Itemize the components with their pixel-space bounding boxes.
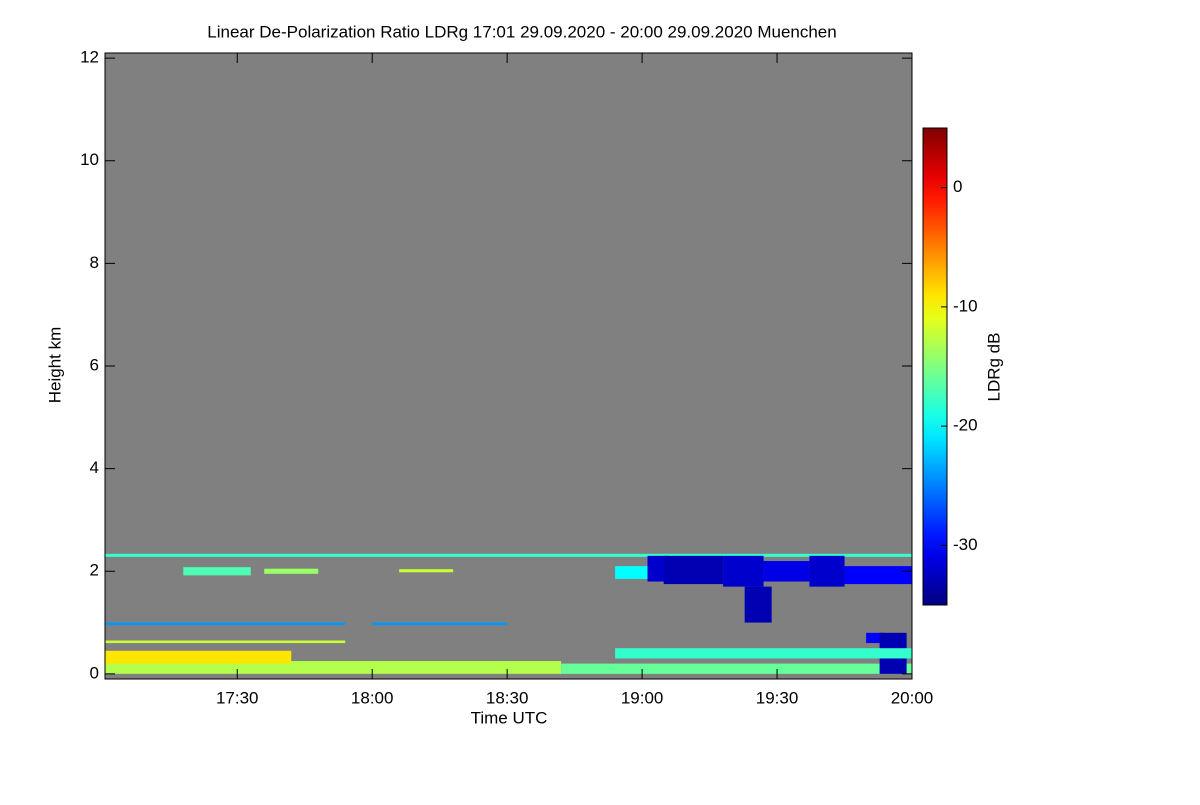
heat-cell bbox=[866, 632, 886, 644]
heat-cell bbox=[105, 553, 912, 557]
colorbar-tick-label: 0 bbox=[953, 177, 962, 196]
x-tick-label: 20:00 bbox=[891, 688, 934, 707]
y-tick-label: 12 bbox=[80, 48, 99, 67]
heat-cell bbox=[561, 663, 912, 674]
chart-title: Linear De-Polarization Ratio LDRg 17:01 … bbox=[207, 22, 836, 41]
heat-cell bbox=[105, 661, 562, 674]
heat-cell bbox=[105, 622, 346, 626]
x-tick-label: 18:30 bbox=[486, 688, 529, 707]
heat-cell bbox=[372, 622, 508, 626]
heat-cell bbox=[744, 586, 772, 623]
heat-cell bbox=[105, 640, 346, 644]
y-tick-label: 4 bbox=[90, 458, 99, 477]
x-tick-label: 18:00 bbox=[351, 688, 394, 707]
heat-cell bbox=[809, 555, 845, 587]
y-tick-label: 8 bbox=[90, 253, 99, 272]
heat-cell bbox=[105, 650, 292, 664]
y-axis-label: Height km bbox=[45, 327, 64, 404]
heat-cell bbox=[723, 555, 764, 587]
heat-cell bbox=[663, 555, 724, 585]
heat-cell bbox=[264, 568, 319, 574]
heat-cell bbox=[399, 569, 454, 573]
colorbar-label: LDRg dB bbox=[984, 333, 1003, 402]
heat-cell bbox=[615, 648, 912, 659]
x-axis-label: Time UTC bbox=[471, 708, 548, 727]
y-tick-label: 6 bbox=[90, 355, 99, 374]
colorbar bbox=[922, 127, 948, 606]
x-tick-label: 17:30 bbox=[216, 688, 259, 707]
x-tick-label: 19:30 bbox=[756, 688, 799, 707]
heat-cell bbox=[615, 566, 656, 579]
colorbar-tick-label: -30 bbox=[953, 535, 978, 554]
x-tick-label: 19:00 bbox=[621, 688, 664, 707]
colorbar-tick-label: -10 bbox=[953, 296, 978, 315]
y-tick-label: 0 bbox=[90, 663, 99, 682]
heat-cell bbox=[763, 560, 810, 582]
plot-background bbox=[105, 53, 912, 679]
y-tick-label: 10 bbox=[80, 150, 99, 169]
cells bbox=[105, 553, 912, 674]
heat-cell bbox=[844, 566, 912, 585]
y-tick-label: 2 bbox=[90, 561, 99, 580]
colorbar-tick-label: -20 bbox=[953, 416, 978, 435]
heat-cell bbox=[183, 567, 251, 576]
